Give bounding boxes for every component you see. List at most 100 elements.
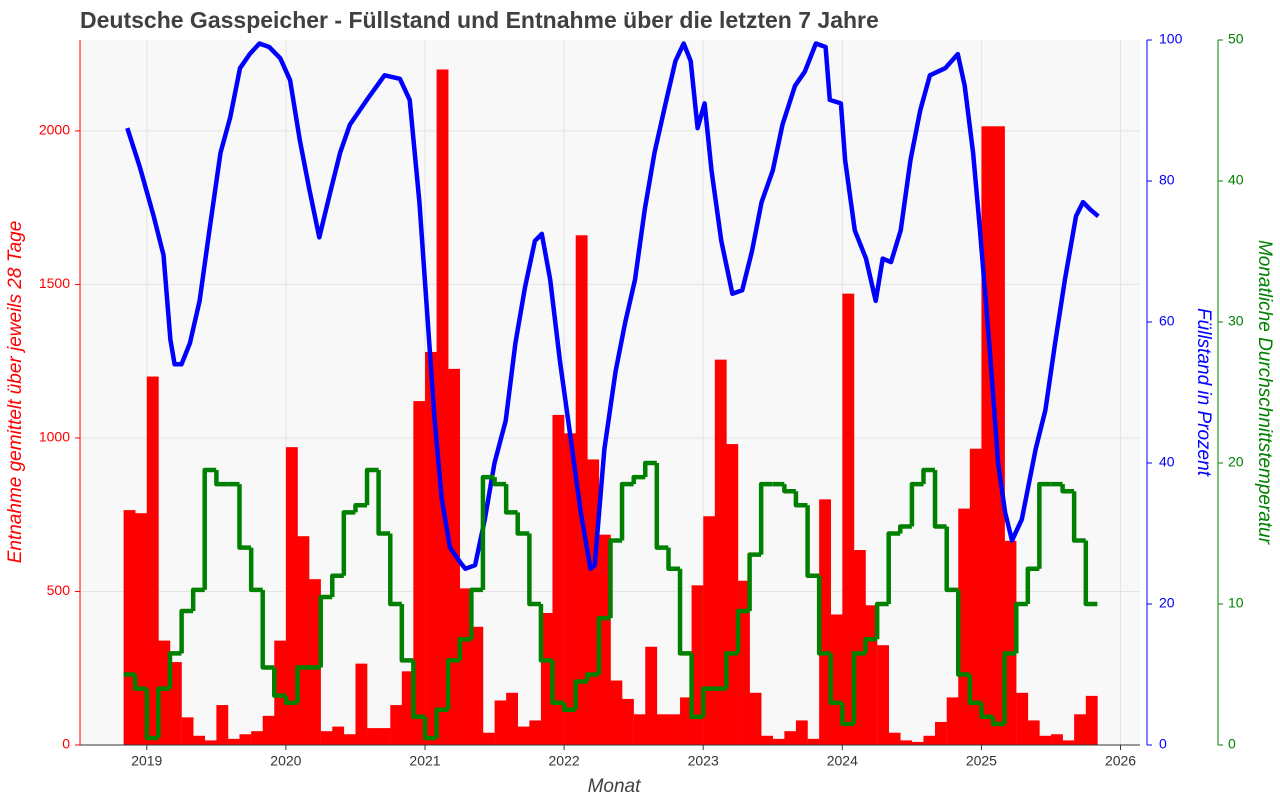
- bar: [297, 536, 310, 745]
- bar: [1051, 734, 1063, 745]
- temperature-step: [341, 510, 356, 576]
- temperature-step: [967, 674, 982, 705]
- y2-tick-label: 0: [1159, 736, 1167, 752]
- bar: [645, 646, 658, 745]
- temperature-step: [793, 491, 808, 508]
- temperature-step: [758, 481, 773, 555]
- temperature-step: [990, 716, 1005, 727]
- bar: [981, 126, 994, 746]
- temperature-step: [411, 660, 425, 720]
- fill-level-line: [125, 41, 1100, 572]
- temperature-step: [585, 672, 599, 682]
- bar: [227, 738, 240, 745]
- bar: [413, 401, 426, 745]
- temperature-step: [480, 474, 495, 590]
- temperature-step: [1014, 601, 1028, 654]
- bar: [738, 580, 750, 745]
- temperature-step: [144, 688, 159, 741]
- temperature-step: [677, 568, 692, 656]
- bar: [1027, 720, 1040, 745]
- temperature-step: [840, 702, 854, 727]
- bar: [169, 662, 182, 745]
- temperature-step: [782, 484, 796, 494]
- bar: [309, 579, 321, 745]
- x-tick-label: 2020: [270, 753, 301, 769]
- temperature-step: [272, 667, 286, 698]
- y2-tick-label: 40: [1159, 454, 1175, 470]
- temperature-step: [921, 467, 936, 485]
- temperature-step: [1002, 651, 1017, 724]
- temperature-step: [619, 481, 634, 541]
- bar: [239, 734, 252, 745]
- bar: [471, 626, 484, 745]
- y3-tick-label: 0: [1228, 736, 1236, 752]
- x-tick-label: 2023: [688, 753, 719, 769]
- bar: [332, 726, 345, 745]
- bar: [343, 734, 356, 745]
- bar: [842, 293, 855, 745]
- bar: [784, 731, 797, 745]
- y2-tick-label: 20: [1159, 595, 1175, 611]
- bar: [517, 726, 530, 745]
- bar: [401, 671, 414, 745]
- temperature-step: [248, 547, 263, 593]
- temperature-step: [214, 470, 228, 487]
- temperature-step: [515, 512, 530, 536]
- bar: [378, 728, 391, 745]
- temperature-step: [932, 470, 947, 529]
- temperature-step: [735, 608, 750, 654]
- marks: [123, 41, 1100, 746]
- bar: [911, 741, 924, 745]
- bar: [494, 700, 507, 745]
- bar: [772, 738, 785, 745]
- bar: [1062, 740, 1075, 745]
- temperature-step: [364, 467, 379, 506]
- y3-tick-label: 10: [1228, 595, 1244, 611]
- temperature-step: [654, 463, 669, 550]
- bar: [1074, 714, 1086, 745]
- temperature-step: [631, 474, 646, 485]
- temperature-step: [863, 637, 878, 654]
- temperature-step: [202, 467, 217, 590]
- bar: [482, 732, 495, 745]
- temperature-step: [666, 547, 681, 571]
- temperature-step: [874, 601, 889, 640]
- bar: [552, 414, 565, 745]
- y2-axis-label: Füllstand in Prozent: [1193, 308, 1214, 477]
- bar: [865, 605, 878, 745]
- bar: [714, 359, 727, 745]
- bar: [146, 376, 159, 745]
- y-tick-label: 1000: [39, 429, 70, 445]
- temperature-step: [330, 573, 344, 597]
- bar: [540, 612, 553, 745]
- temperature-step: [399, 604, 414, 663]
- temperature-step: [550, 660, 565, 705]
- temperature-step: [190, 587, 205, 612]
- bar: [1004, 540, 1017, 745]
- bar: [193, 735, 206, 745]
- temperature-step: [237, 484, 252, 550]
- bar: [969, 448, 982, 745]
- bar: [726, 444, 739, 745]
- y-tick-label: 1500: [39, 275, 70, 291]
- bar: [888, 732, 901, 745]
- x-tick-label: 2025: [966, 753, 997, 769]
- bar: [830, 614, 843, 745]
- bar: [668, 714, 681, 745]
- temperature-step: [596, 615, 611, 675]
- bar: [506, 692, 519, 745]
- temperature-step: [457, 637, 472, 661]
- bar: [958, 508, 971, 745]
- bar: [274, 640, 287, 745]
- temperature-step: [1083, 540, 1098, 607]
- bar: [993, 126, 1005, 746]
- y3-tick-label: 20: [1228, 454, 1244, 470]
- bar: [598, 534, 611, 745]
- bar: [622, 698, 634, 745]
- bar: [610, 680, 623, 745]
- bar: [877, 645, 890, 745]
- x-tick-label: 2026: [1105, 753, 1136, 769]
- temperature-step: [179, 608, 194, 654]
- temperature-step: [422, 716, 437, 741]
- bar: [390, 705, 403, 745]
